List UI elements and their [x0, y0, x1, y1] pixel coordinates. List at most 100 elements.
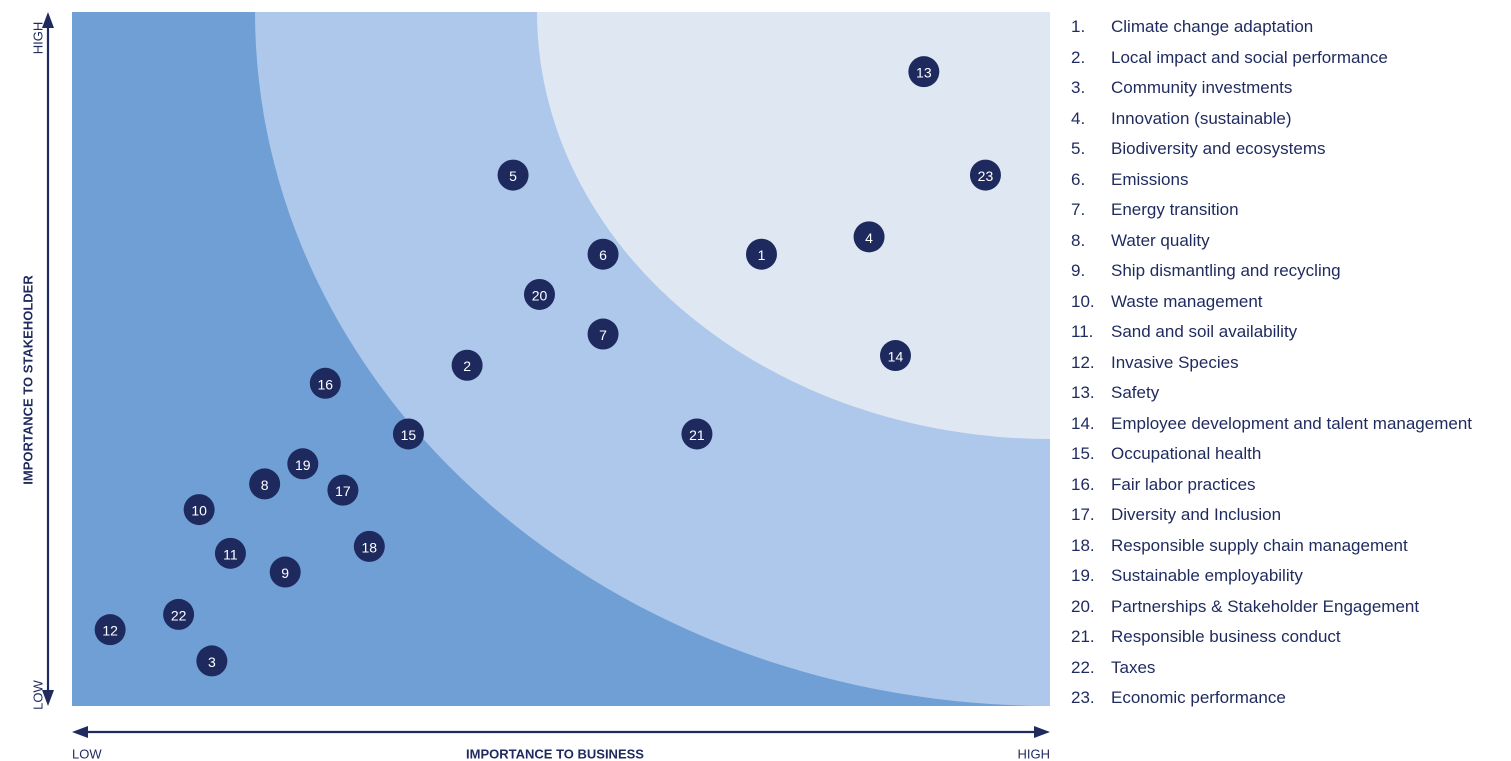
data-point-marker	[451, 349, 483, 381]
legend-item: 20. Partnerships & Stakeholder Engagement	[1071, 592, 1511, 623]
legend-item: 2. Local impact and social performance	[1071, 43, 1511, 74]
legend-item: 19. Sustainable employability	[1071, 561, 1511, 592]
data-point-marker	[681, 418, 713, 450]
data-point-marker	[196, 645, 228, 677]
data-point-21: 21	[681, 418, 713, 450]
data-point-3: 3	[196, 645, 228, 677]
legend-item-label: Diversity and Inclusion	[1111, 505, 1282, 524]
legend-item-label: Responsible business conduct	[1111, 627, 1341, 646]
data-point-11: 11	[214, 537, 246, 569]
data-point-marker	[214, 537, 246, 569]
data-point-label: 14	[888, 349, 904, 365]
legend-item-label: Local impact and social performance	[1111, 47, 1388, 67]
data-point-label: 8	[261, 477, 269, 493]
x-axis-title: IMPORTANCE TO BUSINESS	[466, 747, 644, 761]
x-axis-low-label: LOW	[72, 747, 102, 761]
data-point-marker	[587, 238, 619, 270]
data-point-label: 9	[281, 565, 289, 581]
legend-item-number: 18.	[1071, 535, 1095, 555]
legend-item-label: Sustainable employability	[1111, 566, 1303, 585]
data-point-label: 20	[532, 287, 548, 303]
data-point-label: 16	[318, 376, 334, 392]
y-axis-high-label: HIGH	[31, 22, 46, 55]
legend-item-label: Occupational health	[1111, 444, 1262, 463]
legend-item-label: Sand and soil availability	[1111, 322, 1298, 341]
legend-item-label: Emissions	[1111, 169, 1189, 189]
legend-item-number: 8.	[1071, 230, 1086, 250]
topic-legend: 1. Climate change adaptation 2. Local impac…	[1071, 12, 1511, 714]
legend-item-number: 22.	[1071, 657, 1095, 677]
legend-item: 17. Diversity and Inclusion	[1071, 500, 1511, 531]
data-point-label: 1	[758, 247, 766, 263]
data-point-label: 15	[401, 427, 417, 443]
legend-item: 16. Fair labor practices	[1071, 470, 1511, 501]
data-point-label: 6	[599, 247, 607, 263]
legend-item-number: 13.	[1071, 383, 1095, 402]
high-priority-zone	[537, 12, 1050, 439]
data-point-20: 20	[523, 278, 555, 310]
data-point-6: 6	[587, 238, 619, 270]
legend-item-number: 3.	[1071, 78, 1086, 97]
legend-item-number: 4.	[1071, 108, 1086, 128]
legend-item-label: Fair labor practices	[1111, 474, 1256, 494]
legend-item-number: 20.	[1071, 596, 1095, 616]
data-point-14: 14	[879, 340, 911, 372]
data-point-10: 10	[183, 494, 215, 526]
legend-item-number: 16.	[1071, 474, 1095, 494]
data-point-marker	[287, 448, 319, 480]
legend-item-label: Biodiversity and ecosystems	[1111, 139, 1326, 158]
legend-item-label: Partnerships & Stakeholder Engagement	[1111, 596, 1420, 616]
legend-item-number: 12.	[1071, 352, 1095, 372]
legend-item: 5. Biodiversity and ecosystems	[1071, 134, 1511, 165]
legend-item-label: Safety	[1111, 383, 1160, 402]
legend-item-label: Invasive Species	[1111, 352, 1239, 372]
data-point-marker	[587, 318, 619, 350]
legend-item-number: 21.	[1071, 627, 1095, 646]
legend-item: 15. Occupational health	[1071, 439, 1511, 470]
data-point-marker	[497, 159, 529, 191]
legend-item-label: Taxes	[1111, 657, 1156, 677]
data-point-marker	[969, 159, 1001, 191]
legend-item: 14. Employee development and talent manag…	[1071, 409, 1511, 440]
data-point-label: 22	[171, 607, 187, 623]
legend-item-number: 11.	[1071, 322, 1094, 341]
data-point-marker	[309, 367, 341, 399]
legend-item-number: 2.	[1071, 47, 1086, 67]
legend-item-number: 19.	[1071, 566, 1095, 585]
data-point-9: 9	[269, 556, 301, 588]
data-point-17: 17	[327, 474, 359, 506]
legend-item: 7. Energy transition	[1071, 195, 1511, 226]
data-point-12: 12	[94, 614, 126, 646]
data-point-marker	[327, 474, 359, 506]
data-point-label: 11	[223, 546, 238, 562]
legend-item-number: 14.	[1071, 413, 1095, 433]
data-point-label: 5	[509, 168, 517, 184]
data-point-1: 1	[745, 238, 777, 270]
legend-item-number: 23.	[1071, 688, 1095, 707]
legend-item: 23. Economic performance	[1071, 683, 1511, 714]
legend-item-label: Responsible supply chain management	[1111, 535, 1408, 555]
data-point-5: 5	[497, 159, 529, 191]
data-point-marker	[94, 614, 126, 646]
data-point-label: 12	[102, 623, 118, 639]
legend-item: 13. Safety	[1071, 378, 1511, 409]
legend-item: 8. Water quality	[1071, 226, 1511, 257]
y-axis-arrow-down-icon	[42, 690, 54, 706]
x-axis: LOW HIGH IMPORTANCE TO BUSINESS	[72, 726, 1050, 761]
legend-item: 11. Sand and soil availability	[1071, 317, 1511, 348]
legend-item-number: 9.	[1071, 261, 1086, 280]
x-axis-arrow-right-icon	[1034, 726, 1050, 738]
legend-item: 1. Climate change adaptation	[1071, 12, 1511, 43]
data-point-13: 13	[908, 56, 940, 88]
data-point-label: 2	[463, 358, 471, 374]
legend-item-label: Employee development and talent manageme…	[1111, 413, 1473, 433]
legend-item-number: 6.	[1071, 169, 1086, 189]
legend-item-number: 7.	[1071, 200, 1086, 219]
data-point-8: 8	[249, 468, 281, 500]
data-point-7: 7	[587, 318, 619, 350]
data-point-19: 19	[287, 448, 319, 480]
data-point-marker	[249, 468, 281, 500]
legend-item-number: 10.	[1071, 291, 1095, 311]
data-point-label: 3	[208, 654, 216, 670]
